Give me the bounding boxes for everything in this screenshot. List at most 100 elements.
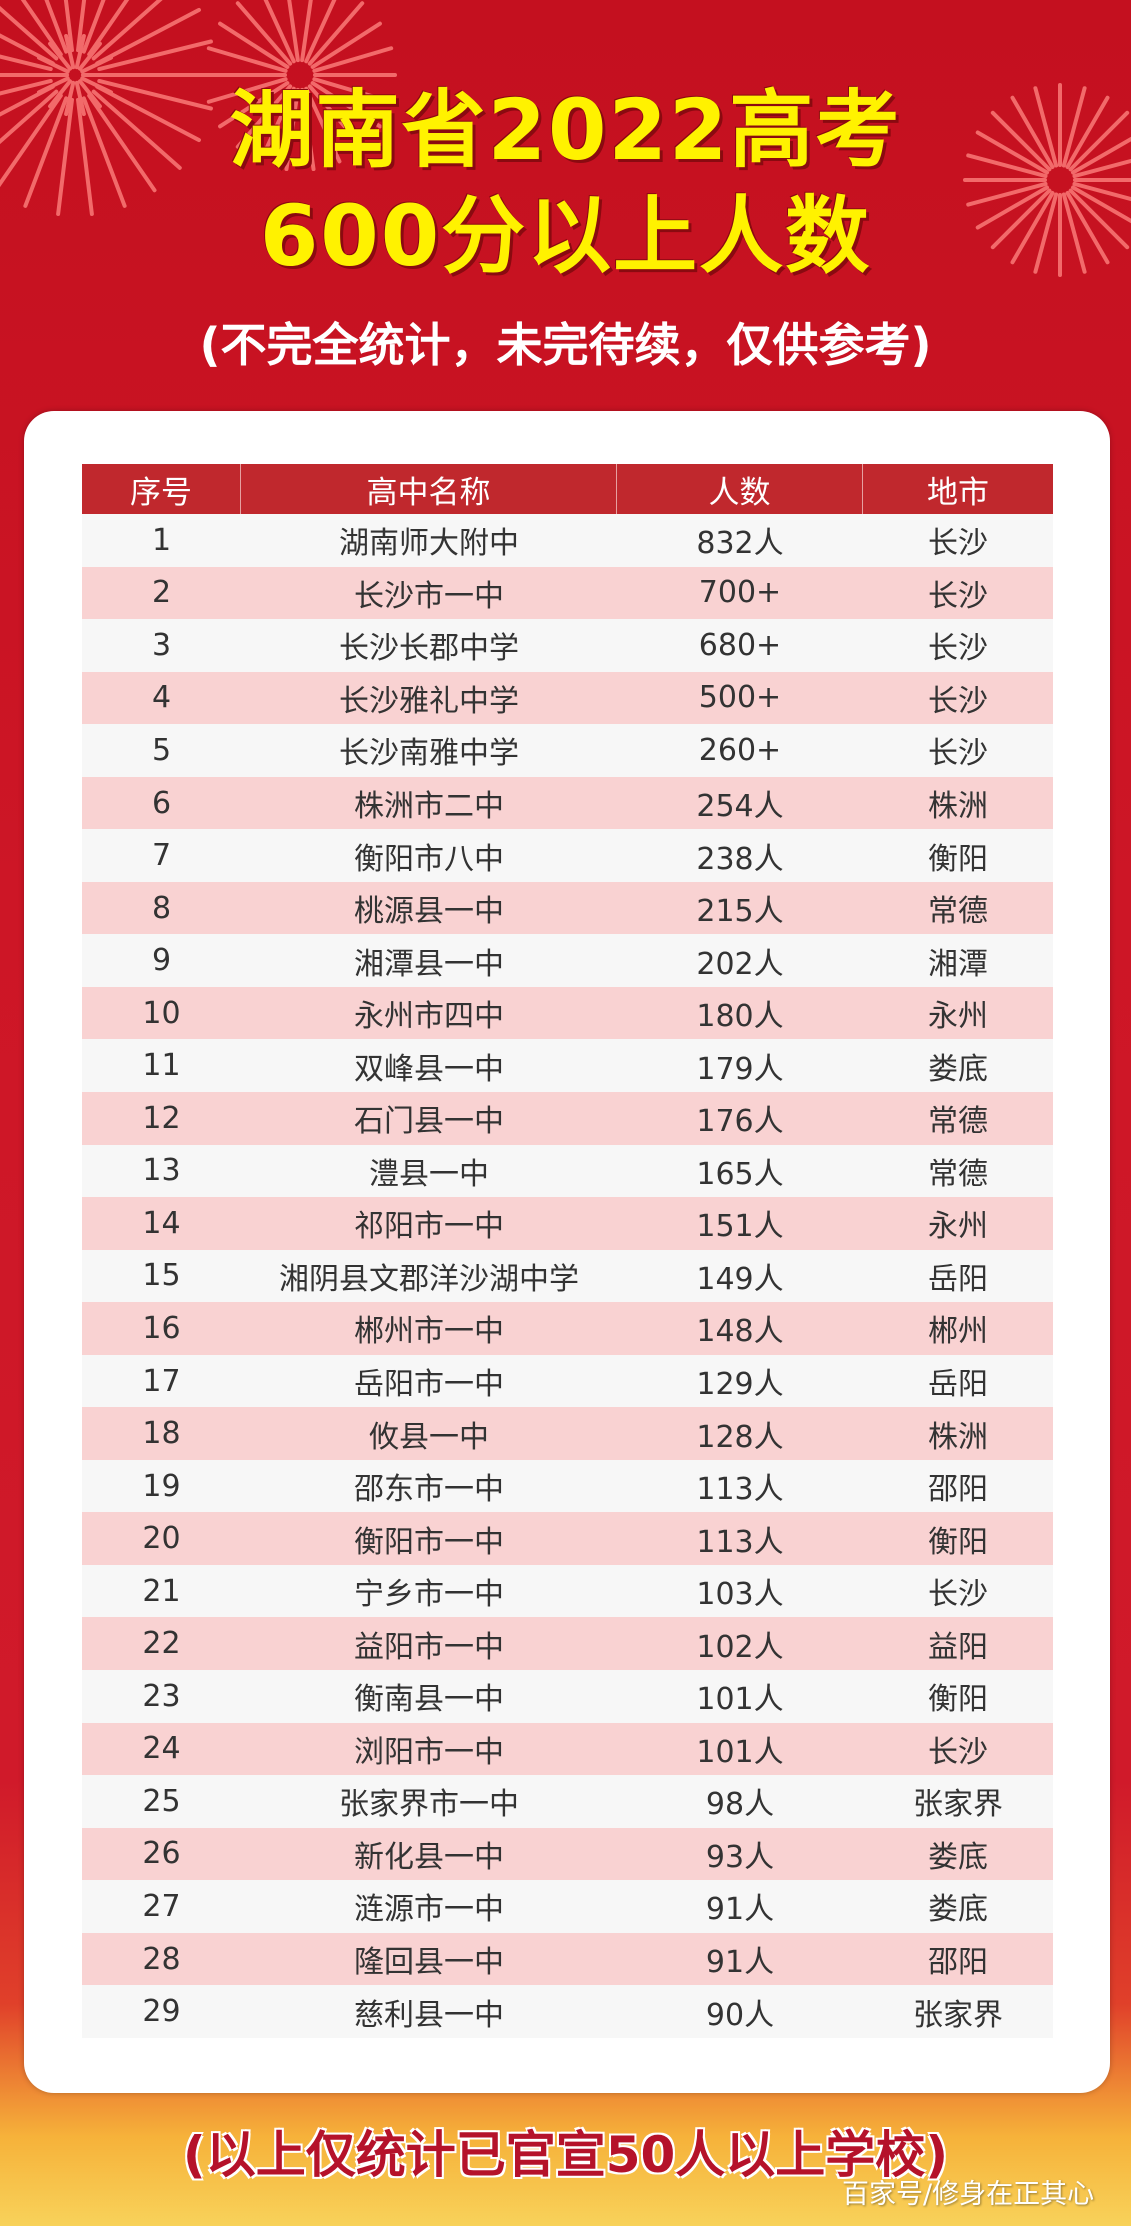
cell-school: 攸县一中 [369,1419,489,1455]
table-row: 27 涟源市一中 91人 娄底 [82,1880,1053,1933]
firework-ray [63,0,74,53]
cell-school: 张家界市一中 [339,1787,519,1823]
cell-city: 长沙 [928,736,988,772]
table-row: 3 长沙长郡中学 680+ 长沙 [82,619,1053,672]
firework-ray [48,79,73,109]
cell-count: 98人 [705,1787,775,1823]
cell-city: 常德 [928,1104,988,1140]
cell-index: 12 [142,1100,181,1136]
cell-school: 长沙长郡中学 [339,631,519,667]
cell-school: 祁阳市一中 [354,1209,504,1245]
firework-ray [76,97,94,216]
firework-ray [312,77,394,104]
cell-school: 隆回县一中 [354,1945,504,1981]
cell-index: 23 [142,1678,181,1714]
firework-ray [87,0,130,57]
cell-index: 9 [151,943,172,979]
firework-ray [0,5,59,61]
firework-ray [97,39,213,72]
cell-index: 1 [151,522,172,558]
table-row: 14 祁阳市一中 151人 永州 [82,1197,1053,1250]
cell-index: 29 [142,1994,181,2030]
cell-count: 238人 [696,841,784,877]
firework-ray [975,130,1050,175]
cell-city: 益阳 [928,1629,988,1665]
cell-city: 张家界 [913,1787,1003,1823]
cell-count: 128人 [696,1419,784,1455]
table-header: 序号 高中名称 人数 地市 [82,464,1053,514]
cell-school: 双峰县一中 [354,1051,504,1087]
firework-ray [300,0,313,63]
firework-ray [20,0,63,57]
table-row: 22 益阳市一中 102人 益阳 [82,1617,1053,1671]
cell-city: 株洲 [928,1419,988,1455]
firework-ray [1068,188,1130,250]
cell-count: 179人 [696,1051,784,1087]
cell-count: 90人 [705,1997,775,2033]
cell-count: 91人 [705,1892,775,1928]
cell-city: 岳阳 [928,1261,988,1297]
table-row: 5 长沙南雅中学 260+ 长沙 [82,724,1053,777]
firework-decoration-right [963,83,1131,277]
cell-school: 益阳市一中 [354,1629,504,1665]
cell-index: 7 [151,838,172,874]
cell-school: 桃源县一中 [354,894,504,930]
cell-index: 8 [151,890,172,926]
table-row: 16 郴州市一中 148人 郴州 [82,1302,1053,1355]
firework-ray [263,0,296,64]
firework-ray [1033,86,1059,168]
subtitle: (不完全统计，未完待续，仅供参考) [199,318,932,372]
firework-ray [0,93,63,188]
header-index: 序号 [82,464,241,514]
firework-ray [287,0,300,63]
firework-decoration-left [0,0,397,216]
firework-ray [80,76,114,95]
footer-note: (以上仅统计已官宣50人以上学校) [182,2126,949,2184]
firework-ray [1061,192,1087,274]
firework-ray [235,84,293,149]
firework-ray [0,33,55,66]
cell-city: 长沙 [928,578,988,614]
firework-ray [36,76,70,95]
cell-school: 衡阳市八中 [354,841,504,877]
firework-ray [1072,181,1131,202]
cell-index: 22 [142,1626,181,1662]
cell-city: 娄底 [928,1051,988,1087]
firework-ray [23,96,69,208]
cell-count: 254人 [696,789,784,824]
cell-index: 6 [151,785,172,821]
cell-index: 20 [142,1521,181,1557]
cell-city: 株洲 [928,789,988,824]
firework-ray [284,87,300,172]
firework-ray [48,41,73,71]
firework-ray [91,0,163,61]
cell-school: 湘阴县文郡洋沙湖中学 [279,1261,579,1297]
header-count: 人数 [617,464,863,514]
firework-ray [304,86,342,164]
cell-index: 26 [142,1836,181,1872]
table-row: 12 石门县一中 176人 常德 [82,1092,1053,1145]
cell-school: 湘潭县一中 [354,946,504,982]
cell-index: 11 [142,1048,181,1084]
header-school: 高中名称 [241,464,617,514]
firework-ray [64,80,76,116]
firework-ray [258,86,296,164]
table-row: 26 新化县一中 93人 娄底 [82,1827,1053,1881]
table-row: 10 永州市四中 180人 永州 [82,986,1053,1040]
firework-ray [1068,110,1130,172]
cell-count: 500+ [698,680,782,716]
cell-count: 148人 [696,1314,784,1350]
cell-count: 93人 [705,1839,775,1875]
firework-ray [0,54,53,72]
firework-ray [87,93,157,193]
cell-city: 娄底 [928,1892,988,1928]
cell-count: 165人 [696,1156,784,1192]
cell-index: 21 [142,1573,181,1609]
table-row: 1 湖南师大附中 832人 长沙 [82,514,1053,567]
cell-school: 株洲市二中 [354,789,504,824]
firework-ray [206,46,288,73]
cell-city: 长沙 [928,1734,988,1770]
firework-ray [307,84,365,149]
watermark: 百家号/修身在正其心 [842,2179,1095,2210]
cell-city: 岳阳 [928,1367,988,1403]
